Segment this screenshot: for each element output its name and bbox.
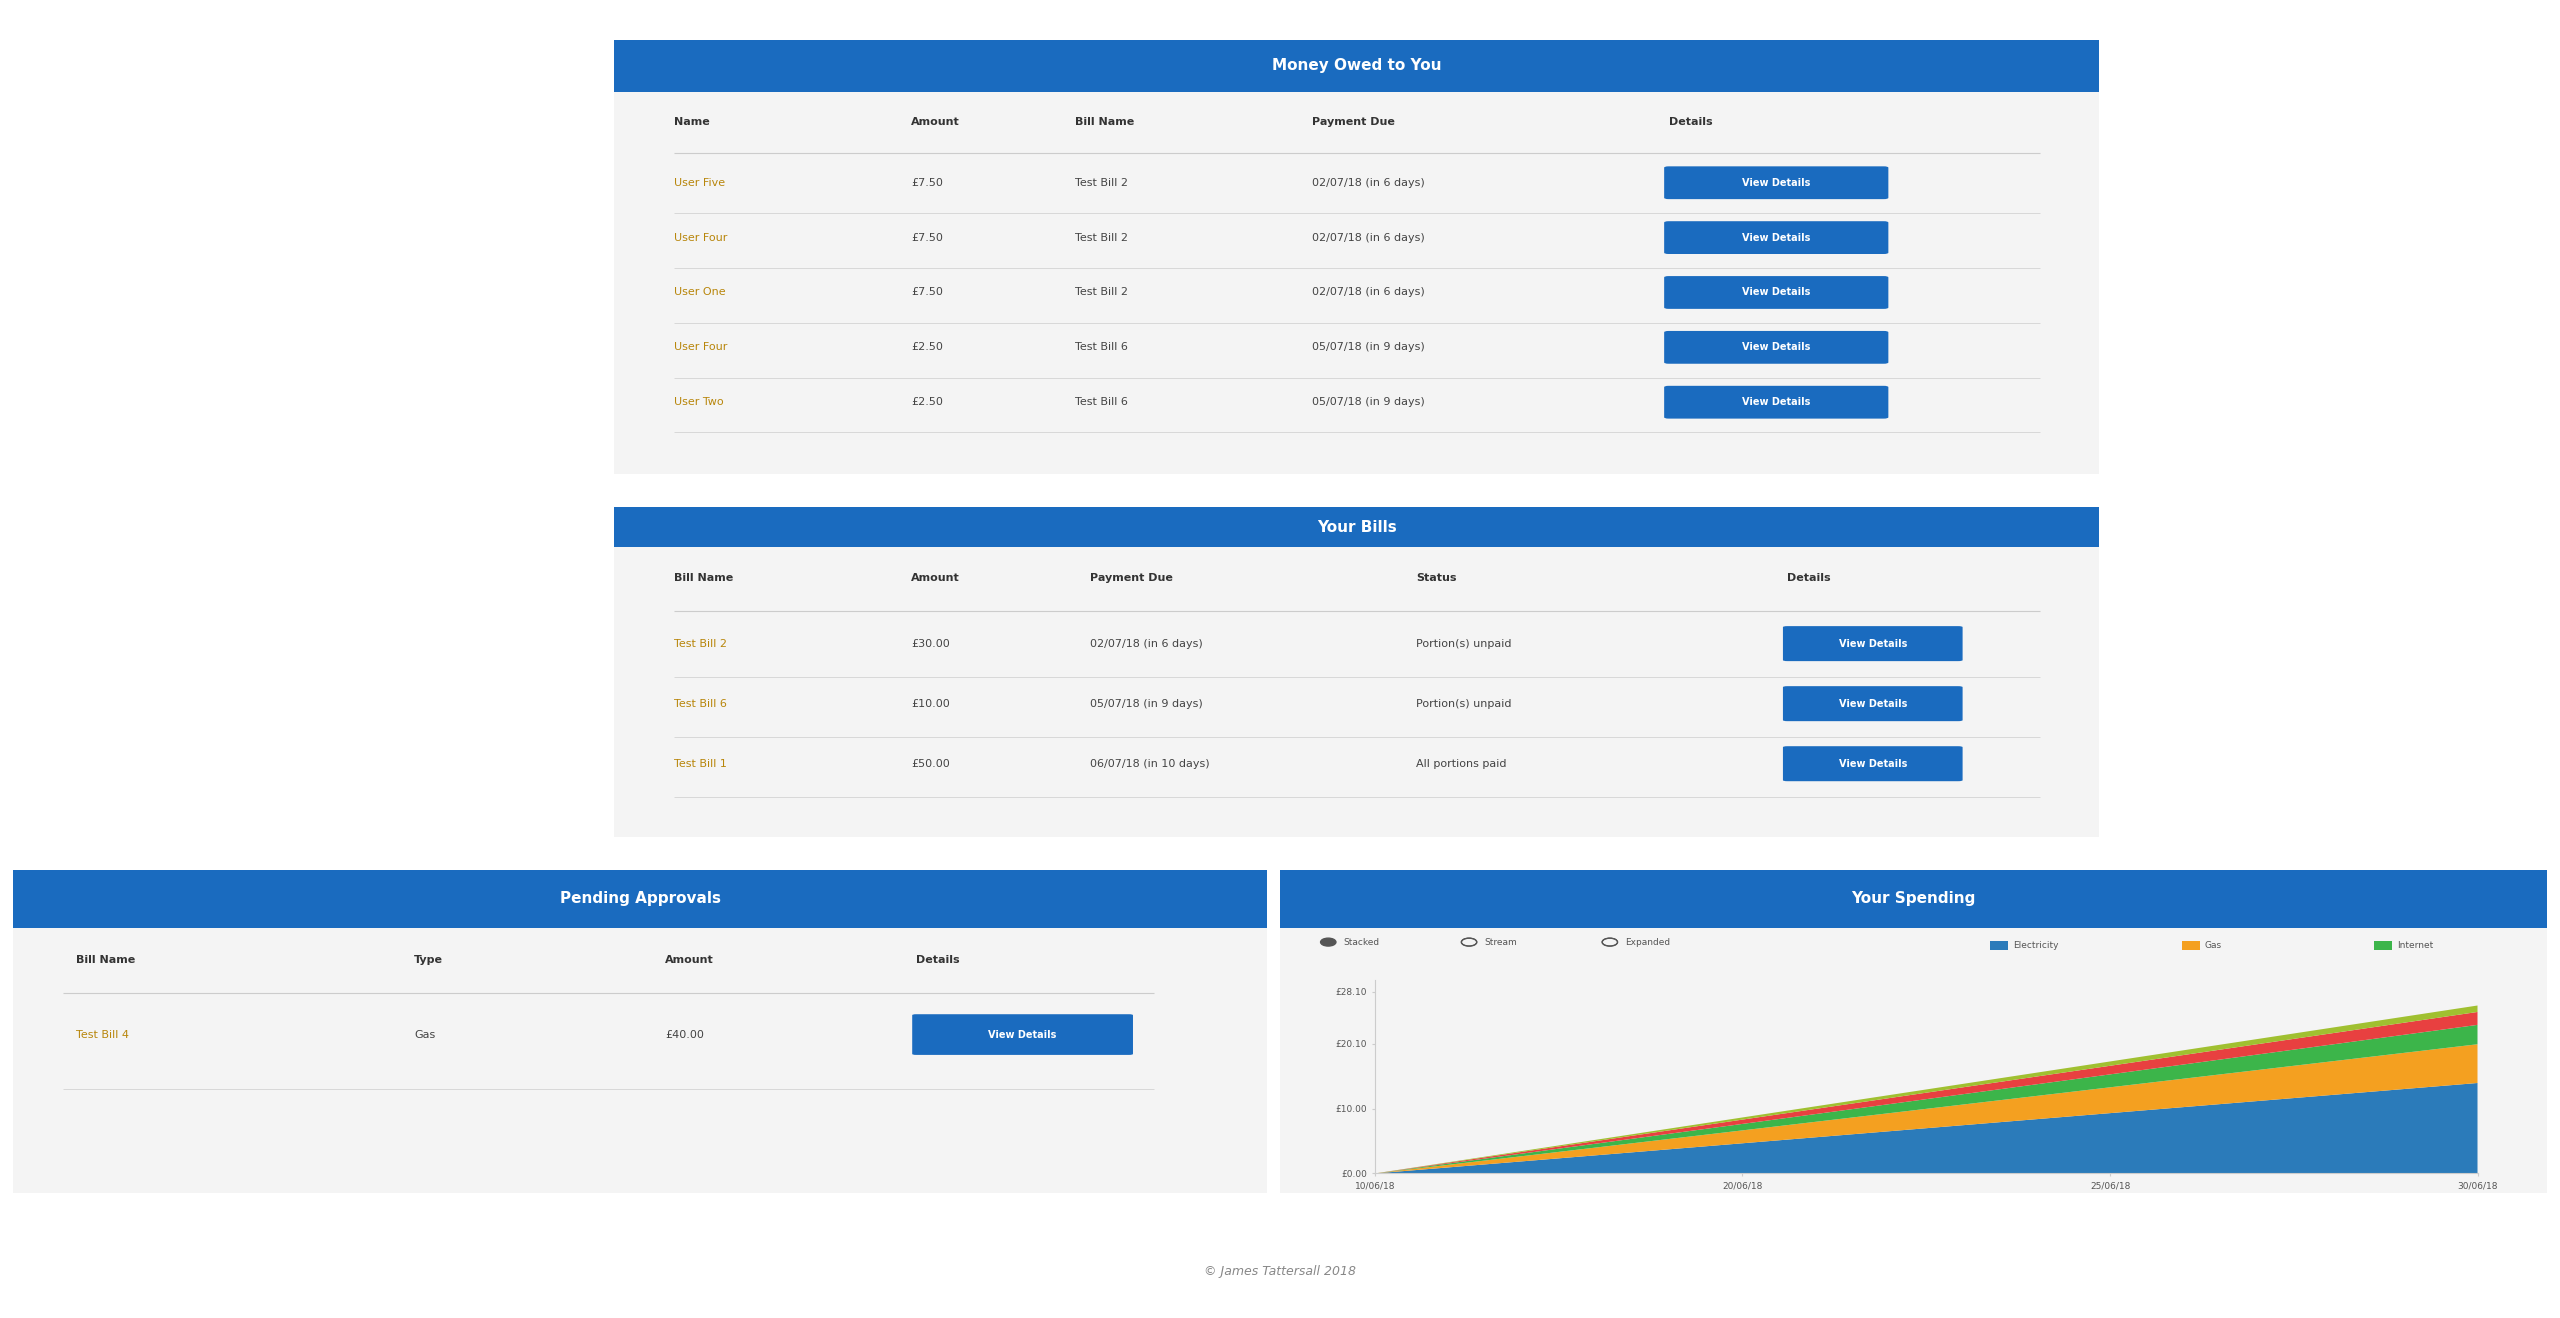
Text: View Details: View Details bbox=[1838, 759, 1907, 768]
Text: Money Owed to You: Money Owed to You bbox=[1272, 58, 1441, 72]
Text: Stacked: Stacked bbox=[1344, 937, 1380, 946]
Text: Test Bill 2: Test Bill 2 bbox=[1075, 287, 1129, 298]
Text: £40.00: £40.00 bbox=[666, 1029, 704, 1040]
Text: View Details: View Details bbox=[988, 1029, 1057, 1040]
Text: £2.50: £2.50 bbox=[911, 343, 942, 352]
Text: Portion(s) unpaid: Portion(s) unpaid bbox=[1416, 639, 1513, 648]
Text: User One: User One bbox=[673, 287, 724, 298]
Bar bbox=[614, 92, 2099, 474]
Text: View Details: View Details bbox=[1741, 232, 1810, 243]
Text: Your Spending: Your Spending bbox=[1851, 891, 1976, 907]
Text: Gas: Gas bbox=[415, 1029, 435, 1040]
Text: Test Bill 2: Test Bill 2 bbox=[673, 639, 727, 648]
Text: Test Bill 2: Test Bill 2 bbox=[1075, 232, 1129, 243]
FancyBboxPatch shape bbox=[1782, 687, 1964, 721]
Text: Payment Due: Payment Due bbox=[1313, 117, 1395, 128]
Bar bbox=[614, 547, 2099, 837]
Text: Bill Name: Bill Name bbox=[673, 572, 732, 583]
Text: Stream: Stream bbox=[1485, 937, 1518, 946]
Bar bbox=[614, 507, 2099, 547]
Text: Portion(s) unpaid: Portion(s) unpaid bbox=[1416, 699, 1513, 709]
Text: £50.00: £50.00 bbox=[911, 759, 950, 768]
Text: Details: Details bbox=[1669, 117, 1713, 128]
Text: Internet: Internet bbox=[2396, 941, 2432, 950]
FancyBboxPatch shape bbox=[1664, 166, 1889, 199]
Bar bbox=[13, 870, 1267, 928]
Text: £10.00: £10.00 bbox=[911, 699, 950, 709]
Text: User Five: User Five bbox=[673, 178, 724, 187]
Text: Gas: Gas bbox=[2204, 941, 2222, 950]
Text: Expanded: Expanded bbox=[1626, 937, 1669, 946]
Text: 02/07/18 (in 6 days): 02/07/18 (in 6 days) bbox=[1091, 639, 1203, 648]
FancyBboxPatch shape bbox=[1782, 746, 1964, 782]
Text: £2.50: £2.50 bbox=[911, 397, 942, 407]
Text: Test Bill 6: Test Bill 6 bbox=[673, 699, 727, 709]
Text: Amount: Amount bbox=[911, 117, 960, 128]
Text: Amount: Amount bbox=[911, 572, 960, 583]
Text: 06/07/18 (in 10 days): 06/07/18 (in 10 days) bbox=[1091, 759, 1208, 768]
Bar bbox=[1280, 870, 2547, 928]
Text: Details: Details bbox=[916, 956, 960, 965]
Text: Bill Name: Bill Name bbox=[1075, 117, 1134, 128]
Bar bbox=[614, 40, 2099, 92]
Text: User Four: User Four bbox=[673, 343, 727, 352]
FancyBboxPatch shape bbox=[911, 1015, 1134, 1054]
Text: 05/07/18 (in 9 days): 05/07/18 (in 9 days) bbox=[1091, 699, 1203, 709]
Text: View Details: View Details bbox=[1838, 639, 1907, 648]
FancyBboxPatch shape bbox=[1664, 275, 1889, 308]
Text: Pending Approvals: Pending Approvals bbox=[561, 891, 719, 907]
FancyBboxPatch shape bbox=[1664, 331, 1889, 364]
Text: Amount: Amount bbox=[666, 956, 714, 965]
Text: User Four: User Four bbox=[673, 232, 727, 243]
Text: £7.50: £7.50 bbox=[911, 232, 942, 243]
Bar bbox=[13, 928, 1267, 1193]
Text: 05/07/18 (in 9 days): 05/07/18 (in 9 days) bbox=[1313, 343, 1426, 352]
FancyBboxPatch shape bbox=[1664, 221, 1889, 254]
Text: 02/07/18 (in 6 days): 02/07/18 (in 6 days) bbox=[1313, 232, 1426, 243]
Text: Test Bill 2: Test Bill 2 bbox=[1075, 178, 1129, 187]
Text: 02/07/18 (in 6 days): 02/07/18 (in 6 days) bbox=[1313, 178, 1426, 187]
Text: Test Bill 4: Test Bill 4 bbox=[77, 1029, 128, 1040]
Text: Electricity: Electricity bbox=[2012, 941, 2058, 950]
Text: View Details: View Details bbox=[1838, 699, 1907, 709]
Text: View Details: View Details bbox=[1741, 178, 1810, 187]
Text: £7.50: £7.50 bbox=[911, 178, 942, 187]
FancyBboxPatch shape bbox=[1782, 626, 1964, 662]
Text: Details: Details bbox=[1787, 572, 1830, 583]
Text: User Two: User Two bbox=[673, 397, 724, 407]
Text: 02/07/18 (in 6 days): 02/07/18 (in 6 days) bbox=[1313, 287, 1426, 298]
Text: Payment Due: Payment Due bbox=[1091, 572, 1172, 583]
Text: Your Bills: Your Bills bbox=[1316, 519, 1398, 535]
Text: £30.00: £30.00 bbox=[911, 639, 950, 648]
Text: View Details: View Details bbox=[1741, 287, 1810, 298]
Text: 05/07/18 (in 9 days): 05/07/18 (in 9 days) bbox=[1313, 397, 1426, 407]
Text: £7.50: £7.50 bbox=[911, 287, 942, 298]
Text: Bill Name: Bill Name bbox=[77, 956, 136, 965]
Text: Test Bill 6: Test Bill 6 bbox=[1075, 343, 1126, 352]
Text: View Details: View Details bbox=[1741, 397, 1810, 407]
Text: Test Bill 6: Test Bill 6 bbox=[1075, 397, 1126, 407]
Text: Test Bill 1: Test Bill 1 bbox=[673, 759, 727, 768]
Text: View Details: View Details bbox=[1741, 343, 1810, 352]
Text: Status: Status bbox=[1416, 572, 1457, 583]
Text: Name: Name bbox=[673, 117, 709, 128]
Bar bbox=[1280, 928, 2547, 1193]
Text: Type: Type bbox=[415, 956, 443, 965]
FancyBboxPatch shape bbox=[1664, 386, 1889, 419]
Text: © James Tattersall 2018: © James Tattersall 2018 bbox=[1203, 1265, 1357, 1278]
Text: All portions paid: All portions paid bbox=[1416, 759, 1508, 768]
